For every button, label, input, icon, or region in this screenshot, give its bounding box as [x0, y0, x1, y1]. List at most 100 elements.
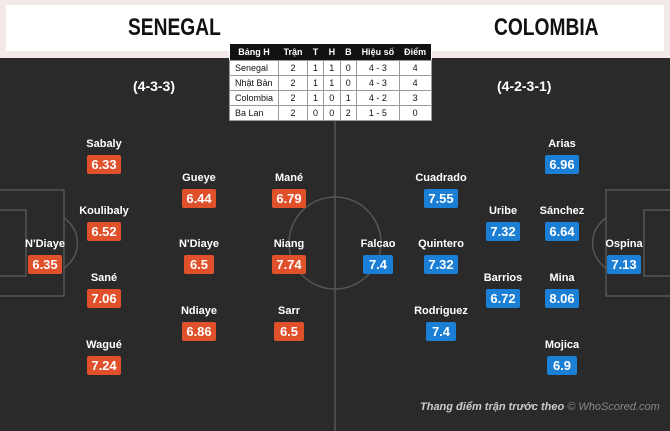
header-band: [0, 0, 670, 58]
table-cell: 1: [323, 75, 341, 91]
player-name: Ospina: [605, 238, 643, 250]
table-cell: 1: [323, 60, 341, 76]
player-name: Mina: [549, 272, 575, 284]
player-card: Uribe 7.32: [458, 204, 548, 241]
table-header: Hiệu số: [356, 44, 400, 61]
player-card: Gueye 6.44: [154, 171, 244, 208]
player-card: Mané 6.79: [244, 171, 334, 208]
player-card: N'Diaye 6.5: [154, 237, 244, 274]
away-formation: (4-2-3-1): [497, 78, 552, 94]
footer-source: © WhoScored.com: [567, 401, 660, 413]
table-cell: Senegal: [228, 60, 280, 76]
player-name: Cuadrado: [415, 172, 467, 184]
player-card: Quintero 7.32: [396, 237, 486, 274]
table-header: Điểm: [399, 44, 432, 61]
table-cell: 1: [307, 90, 325, 106]
table-cell: Colombia: [228, 90, 280, 106]
player-name: Uribe: [488, 205, 518, 217]
player-rating: 6.72: [486, 289, 520, 308]
table-cell: 0: [339, 60, 358, 76]
player-name: Rodriguez: [414, 305, 468, 317]
away-team-name: COLOMBIA: [494, 14, 599, 41]
home-team-name: SENEGAL: [128, 14, 221, 41]
player-rating: 6.44: [182, 189, 216, 208]
table-cell: 4: [398, 75, 432, 91]
table-cell: 2: [278, 75, 309, 91]
player-card: Sarr 6.5: [244, 304, 334, 341]
table-cell: 0: [398, 105, 432, 121]
player-name: Sané: [90, 272, 118, 284]
player-card: Barrios 6.72: [458, 271, 548, 308]
player-card: Mojica 6.9: [517, 338, 607, 375]
player-rating: 6.5: [184, 255, 214, 274]
player-rating: 7.13: [607, 255, 641, 274]
player-rating: 7.32: [424, 255, 458, 274]
player-rating: 7.4: [363, 255, 393, 274]
home-formation: (4-3-3): [133, 78, 176, 94]
player-card: N'Diaye 6.35: [0, 237, 90, 274]
player-name: Koulibaly: [79, 205, 129, 217]
player-name: Mané: [274, 172, 304, 184]
table-cell: Ba Lan: [228, 105, 280, 121]
table-header: H: [323, 44, 341, 61]
player-rating: 6.5: [274, 322, 304, 341]
table-cell: 1 - 5: [356, 105, 400, 121]
table-cell: 1: [307, 75, 325, 91]
player-name: Sánchez: [539, 205, 585, 217]
player-card: Rodriguez 7.4: [396, 304, 486, 341]
table-cell: 2: [278, 60, 309, 76]
player-card: Sané 7.06: [59, 271, 149, 308]
player-card: Ospina 7.13: [579, 237, 669, 274]
table-header: B: [340, 44, 357, 61]
player-card: Mina 8.06: [517, 271, 607, 308]
player-name: Gueye: [182, 172, 216, 184]
player-name: Sabaly: [86, 138, 122, 150]
player-name: Falcao: [360, 238, 396, 250]
table-cell: 2: [278, 105, 309, 121]
player-name: N'Diaye: [179, 238, 219, 250]
player-rating: 7.4: [426, 322, 456, 341]
table-cell: 0: [339, 75, 358, 91]
table-header: T: [307, 44, 324, 61]
player-name: Arias: [548, 138, 576, 150]
table-cell: 2: [339, 105, 358, 121]
table-cell: 1: [339, 90, 358, 106]
player-rating: 6.86: [182, 322, 216, 341]
player-rating: 6.52: [87, 222, 121, 241]
player-rating: 6.35: [28, 255, 62, 274]
player-rating: 6.64: [545, 222, 579, 241]
player-rating: 8.06: [545, 289, 579, 308]
table-cell: 1: [307, 60, 325, 76]
player-rating: 7.74: [272, 255, 306, 274]
player-card: Sánchez 6.64: [517, 204, 607, 241]
player-card: Sabaly 6.33: [59, 137, 149, 174]
player-card: Koulibaly 6.52: [59, 204, 149, 241]
table-cell: 4: [398, 60, 432, 76]
player-rating: 6.33: [87, 155, 121, 174]
player-card: Ndiaye 6.86: [154, 304, 244, 341]
player-name: N'Diaye: [25, 238, 65, 250]
player-name: Ndiaye: [180, 305, 218, 317]
table-cell: 3: [398, 90, 432, 106]
player-card: Wagué 7.24: [59, 338, 149, 375]
player-rating: 7.06: [87, 289, 121, 308]
player-rating: 6.96: [545, 155, 579, 174]
player-name: Quintero: [418, 238, 464, 250]
player-rating: 7.24: [87, 356, 121, 375]
footer-caption: Thang điểm trận trước theo: [420, 401, 565, 413]
player-name: Mojica: [544, 339, 580, 351]
group-standings-table: Bảng H Trận T H B Hiệu số Điểm Senegal 2 1 1 0 4 - …: [228, 44, 432, 121]
footer: Thang điểm trận trước theo © WhoScored.c…: [420, 401, 660, 413]
table-cell: 4 - 3: [356, 60, 400, 76]
header-inner: [6, 5, 664, 51]
player-card: Cuadrado 7.55: [396, 171, 486, 208]
table-header: Bảng H: [229, 44, 279, 61]
player-rating: 7.55: [424, 189, 458, 208]
player-name: Niang: [273, 238, 305, 250]
player-card: Falcao 7.4: [333, 237, 423, 274]
